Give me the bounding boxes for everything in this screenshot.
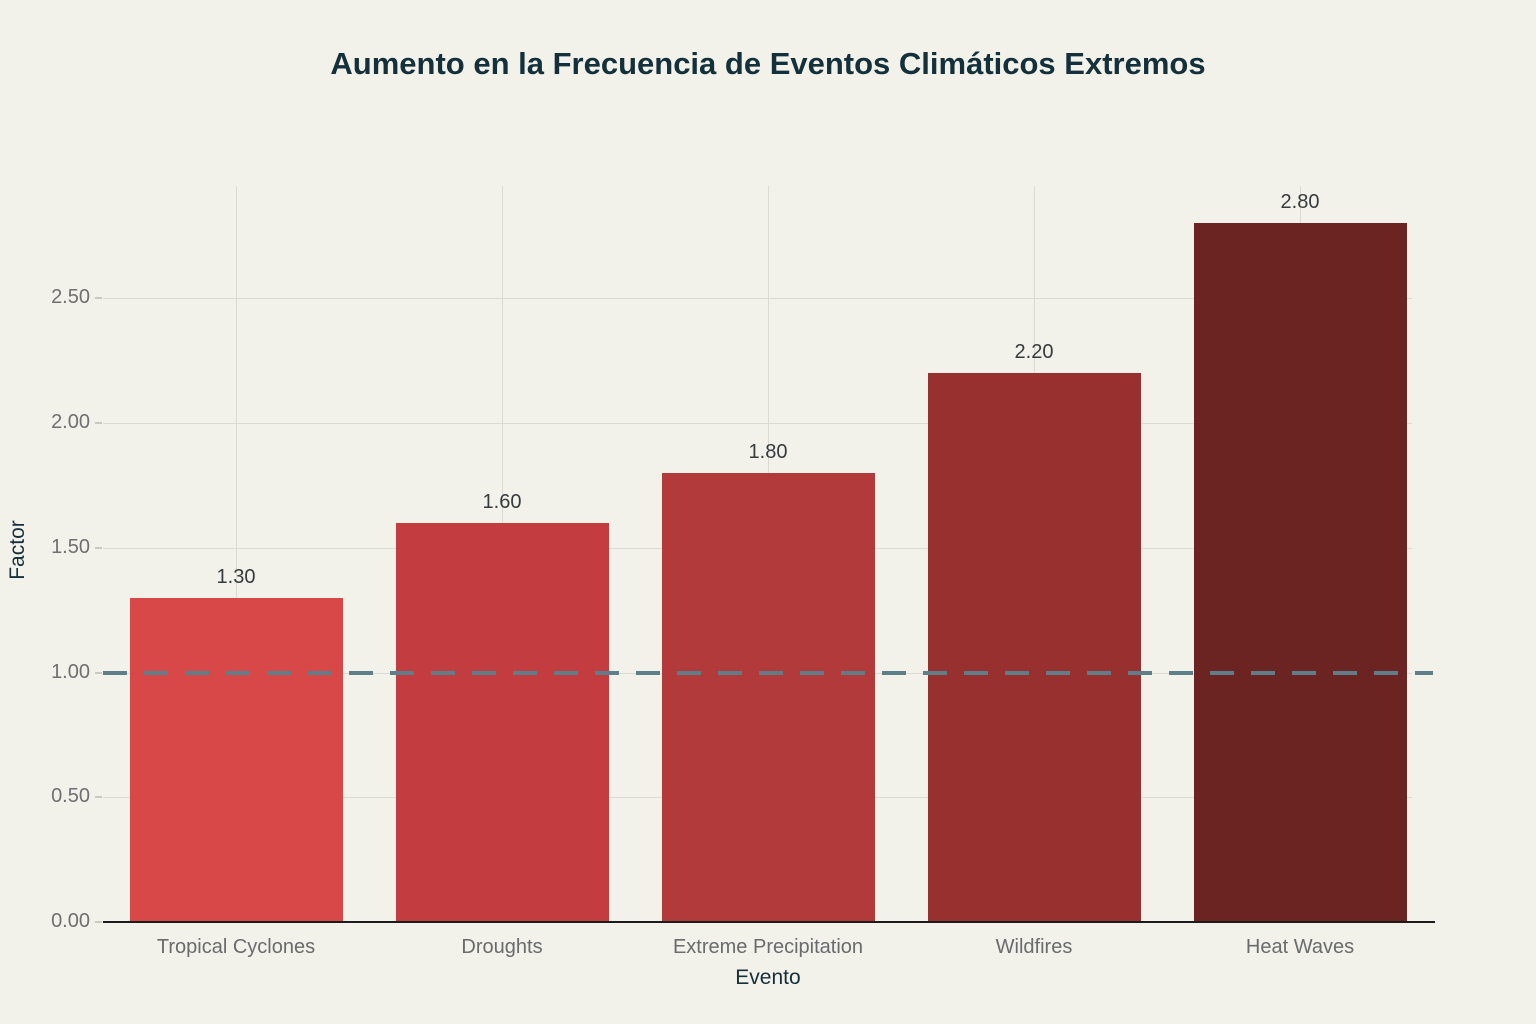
horizontal-gridline [103, 298, 1412, 300]
vertical-gridline [236, 186, 237, 922]
y-tick-label: 0.50 [51, 785, 90, 808]
y-tick-label: 1.50 [51, 535, 90, 558]
x-tick-label: Tropical Cyclones [156, 936, 316, 958]
y-tick-label: 2.00 [51, 411, 90, 434]
bar-value-label: 1.60 [482, 490, 522, 513]
bar [395, 522, 609, 922]
chart-title: Aumento en la Frecuencia de Eventos Clim… [330, 46, 1206, 81]
y-tick-label: 0.00 [51, 910, 90, 932]
y-tick-mark [95, 796, 102, 799]
bar-value-label: 2.80 [1280, 191, 1320, 214]
bar [129, 597, 343, 922]
x-tick-label: Heat Waves [1245, 936, 1355, 958]
bar-value-label: 1.30 [216, 565, 256, 588]
x-axis-line [103, 921, 1435, 923]
y-tick-mark [95, 297, 102, 300]
x-tick-label: Wildfires [995, 936, 1073, 958]
x-tick-label: Droughts [461, 936, 543, 958]
reference-line [103, 670, 1433, 675]
y-axis-title: Factor [6, 520, 29, 580]
x-tick-label: Extreme Precipitation [672, 936, 864, 958]
bar [927, 373, 1141, 922]
horizontal-gridline [103, 423, 1412, 425]
y-tick-label: 2.50 [51, 286, 90, 309]
bar [1193, 223, 1407, 922]
bar-value-label: 1.80 [748, 440, 788, 463]
y-tick-mark [95, 671, 102, 674]
x-axis-title: Evento [735, 966, 801, 989]
bar [661, 472, 875, 922]
y-tick-label: 1.00 [51, 660, 90, 683]
y-tick-mark [95, 422, 102, 425]
y-tick-mark [95, 546, 102, 549]
y-tick-mark [95, 921, 102, 923]
bar-value-label: 2.20 [1014, 341, 1054, 364]
